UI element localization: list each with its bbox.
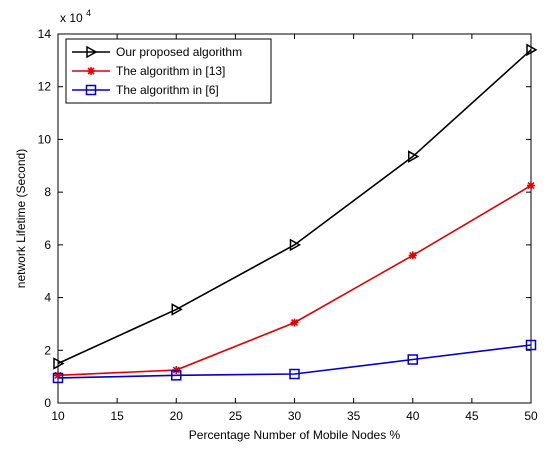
- y-tick-label: 4: [44, 291, 51, 305]
- y-axis-multiplier-exponent: 4: [86, 8, 91, 18]
- legend-entry: The algorithm in [6]: [72, 83, 219, 97]
- series-line: [57, 184, 532, 377]
- x-tick-label: 50: [524, 409, 538, 423]
- series-1: [53, 43, 538, 370]
- x-tick-label: 30: [288, 409, 302, 423]
- y-tick-label: 0: [44, 396, 51, 410]
- data-point: [54, 371, 62, 380]
- legend-marker: [85, 84, 97, 96]
- legend-marker: [87, 67, 95, 75]
- data-point: [527, 181, 535, 190]
- x-axis-label: Percentage Number of Mobile Nodes %: [189, 428, 401, 442]
- data-point: [289, 238, 302, 252]
- data-point: [408, 150, 420, 163]
- x-tick-label: 25: [229, 409, 243, 423]
- y-axis-multiplier-base: x 10: [60, 11, 83, 25]
- data-point: [289, 368, 300, 380]
- data-point: [52, 372, 64, 384]
- x-tick-label: 40: [406, 409, 420, 423]
- y-axis-label: network Lifetime (Second): [14, 149, 28, 288]
- data-point: [525, 339, 537, 351]
- legend-label: Our proposed algorithm: [116, 45, 242, 59]
- x-tick-label: 35: [347, 409, 361, 423]
- data-point: [171, 303, 183, 316]
- x-tick-label: 15: [110, 409, 124, 423]
- x-tick-label: 20: [170, 409, 184, 423]
- data-point: [407, 354, 418, 365]
- legend-marker: [86, 45, 98, 59]
- legend: Our proposed algorithm The algorithm in […: [65, 38, 272, 104]
- series-2: [54, 181, 535, 380]
- axis-ticks: 10 15 20 25 30 35 40 45 50 0 2 4 6 8 10 12 14: [38, 27, 538, 423]
- data-point: [172, 366, 181, 375]
- data-point: [408, 251, 417, 260]
- y-tick-label: 12: [38, 80, 52, 94]
- series-layer: [52, 43, 538, 384]
- data-point: [171, 370, 182, 381]
- series-line: [57, 344, 532, 379]
- legend-label: The algorithm in [6]: [116, 83, 219, 97]
- x-tick-label: 45: [465, 409, 479, 423]
- legend-entry: The algorithm in [13]: [72, 64, 225, 78]
- series-3: [52, 339, 537, 384]
- data-point: [526, 43, 538, 57]
- series-line: [57, 49, 532, 365]
- y-tick-label: 10: [38, 132, 52, 146]
- y-tick-label: 8: [44, 185, 51, 199]
- data-point: [53, 357, 65, 370]
- y-tick-label: 14: [38, 27, 52, 41]
- x-tick-label: 10: [51, 409, 65, 423]
- y-tick-label: 6: [44, 238, 51, 252]
- y-axis-multiplier: x 10 4: [60, 8, 91, 25]
- y-tick-label: 2: [44, 343, 51, 357]
- legend-entry: Our proposed algorithm: [72, 45, 242, 59]
- data-point: [290, 318, 299, 327]
- legend-label: The algorithm in [13]: [116, 64, 225, 78]
